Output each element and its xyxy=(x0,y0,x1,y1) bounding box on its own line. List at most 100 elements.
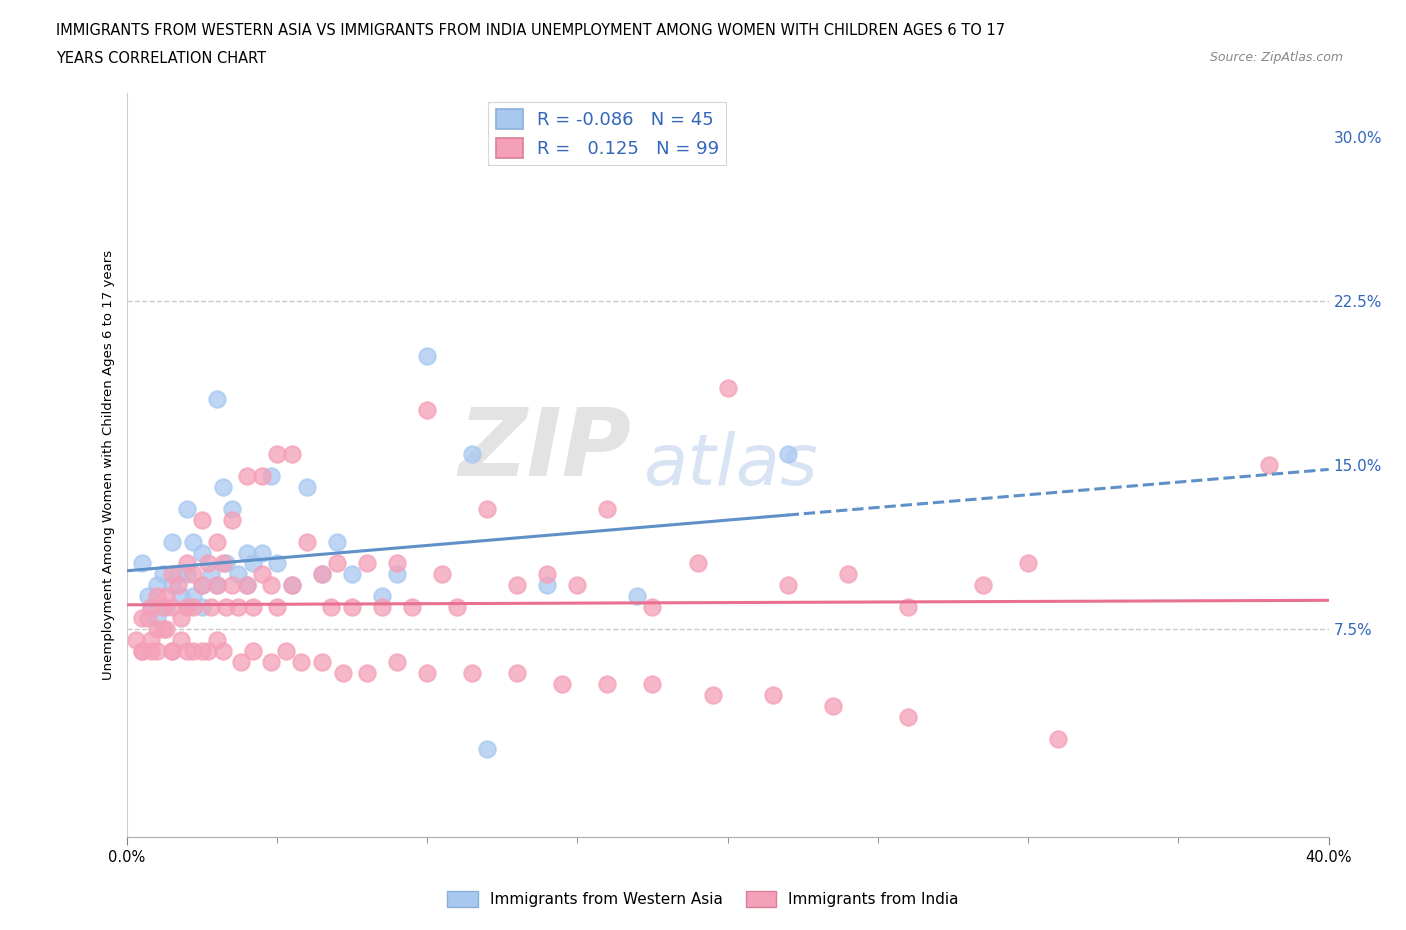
Legend: Immigrants from Western Asia, Immigrants from India: Immigrants from Western Asia, Immigrants… xyxy=(441,884,965,913)
Point xyxy=(446,600,468,615)
Point xyxy=(160,534,183,549)
Point xyxy=(136,589,159,604)
Point xyxy=(166,578,188,592)
Point xyxy=(145,578,167,592)
Point xyxy=(166,567,188,582)
Point xyxy=(131,611,153,626)
Point xyxy=(536,578,558,592)
Point xyxy=(385,567,408,582)
Point xyxy=(626,589,648,604)
Text: ZIP: ZIP xyxy=(458,405,631,496)
Text: YEARS CORRELATION CHART: YEARS CORRELATION CHART xyxy=(56,51,266,66)
Point xyxy=(139,600,162,615)
Point xyxy=(475,501,498,516)
Point xyxy=(972,578,994,592)
Point xyxy=(356,666,378,681)
Point xyxy=(145,644,167,658)
Text: Source: ZipAtlas.com: Source: ZipAtlas.com xyxy=(1209,51,1343,64)
Point xyxy=(319,600,342,615)
Point xyxy=(124,632,146,647)
Point xyxy=(235,578,259,592)
Point xyxy=(197,644,219,658)
Point xyxy=(169,589,191,604)
Point xyxy=(897,710,920,724)
Point xyxy=(211,644,233,658)
Text: IMMIGRANTS FROM WESTERN ASIA VS IMMIGRANTS FROM INDIA UNEMPLOYMENT AMONG WOMEN W: IMMIGRANTS FROM WESTERN ASIA VS IMMIGRAN… xyxy=(56,23,1005,38)
Point xyxy=(311,567,333,582)
Point xyxy=(136,611,159,626)
Point xyxy=(200,600,222,615)
Point xyxy=(716,381,740,396)
Point xyxy=(131,644,153,658)
Point xyxy=(221,501,243,516)
Point xyxy=(181,600,204,615)
Point xyxy=(551,676,574,691)
Point xyxy=(596,501,619,516)
Point xyxy=(762,687,785,702)
Point xyxy=(181,644,204,658)
Point xyxy=(197,556,219,571)
Point xyxy=(340,600,363,615)
Point xyxy=(181,534,204,549)
Point xyxy=(176,556,198,571)
Point xyxy=(229,655,252,670)
Point xyxy=(250,567,273,582)
Point xyxy=(290,655,312,670)
Point xyxy=(131,644,153,658)
Point xyxy=(169,611,191,626)
Point xyxy=(160,600,183,615)
Point xyxy=(311,655,333,670)
Point xyxy=(145,589,167,604)
Point xyxy=(385,655,408,670)
Point xyxy=(160,567,183,582)
Point xyxy=(461,666,484,681)
Point xyxy=(536,567,558,582)
Point xyxy=(226,567,249,582)
Point xyxy=(145,611,167,626)
Point xyxy=(260,655,283,670)
Point xyxy=(356,556,378,571)
Point xyxy=(416,666,439,681)
Point xyxy=(702,687,724,702)
Y-axis label: Unemployment Among Women with Children Ages 6 to 17 years: Unemployment Among Women with Children A… xyxy=(103,250,115,680)
Point xyxy=(326,534,349,549)
Point xyxy=(776,446,799,461)
Point xyxy=(205,534,228,549)
Legend: R = -0.086   N = 45, R =   0.125   N = 99: R = -0.086 N = 45, R = 0.125 N = 99 xyxy=(488,102,727,166)
Point xyxy=(332,666,354,681)
Point xyxy=(371,600,394,615)
Point xyxy=(641,600,664,615)
Point xyxy=(190,578,212,592)
Point xyxy=(266,556,288,571)
Point xyxy=(176,600,198,615)
Point xyxy=(821,698,844,713)
Point xyxy=(155,621,177,636)
Point xyxy=(205,392,228,406)
Point xyxy=(190,512,212,527)
Point xyxy=(266,446,288,461)
Point xyxy=(169,632,191,647)
Point xyxy=(371,589,394,604)
Point xyxy=(1257,458,1279,472)
Point xyxy=(340,567,363,582)
Point xyxy=(295,534,318,549)
Point xyxy=(401,600,423,615)
Point xyxy=(152,567,174,582)
Point xyxy=(205,578,228,592)
Point xyxy=(776,578,799,592)
Point xyxy=(1017,556,1039,571)
Point xyxy=(205,632,228,647)
Point xyxy=(274,644,297,658)
Point xyxy=(205,578,228,592)
Point xyxy=(311,567,333,582)
Point xyxy=(837,567,859,582)
Point xyxy=(221,512,243,527)
Point xyxy=(596,676,619,691)
Point xyxy=(242,600,264,615)
Point xyxy=(506,666,529,681)
Point xyxy=(221,578,243,592)
Point xyxy=(385,556,408,571)
Point xyxy=(139,644,162,658)
Point xyxy=(260,469,283,484)
Point xyxy=(250,469,273,484)
